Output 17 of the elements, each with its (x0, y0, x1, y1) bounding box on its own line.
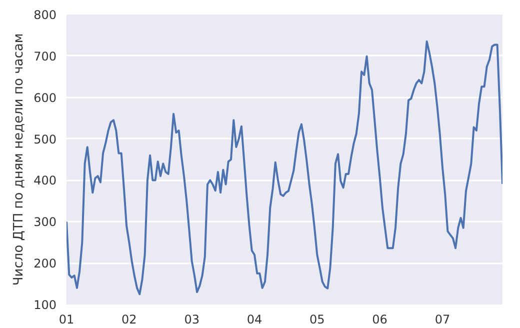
x-tick-label: 07 (434, 312, 450, 326)
x-tick-label: 02 (122, 312, 137, 326)
x-tick-label: 04 (246, 312, 262, 326)
y-tick-label: 100 (34, 298, 56, 312)
y-axis-title: Число ДТП по дням недели по часам (12, 33, 27, 286)
y-tick-label: 400 (34, 174, 56, 188)
x-tick-label: 03 (184, 312, 200, 326)
y-tick-label: 500 (34, 132, 56, 146)
y-tick-label: 200 (34, 256, 56, 271)
line-series (66, 40, 502, 296)
y-tick-label: 600 (34, 90, 56, 105)
y-tick-label: 700 (34, 49, 56, 64)
y-tick-label: 800 (34, 8, 56, 22)
x-tick-label: 01 (58, 312, 74, 326)
x-tick-label: 05 (310, 312, 325, 326)
x-tick-label: 06 (372, 312, 388, 326)
y-tick-label: 300 (34, 215, 56, 230)
